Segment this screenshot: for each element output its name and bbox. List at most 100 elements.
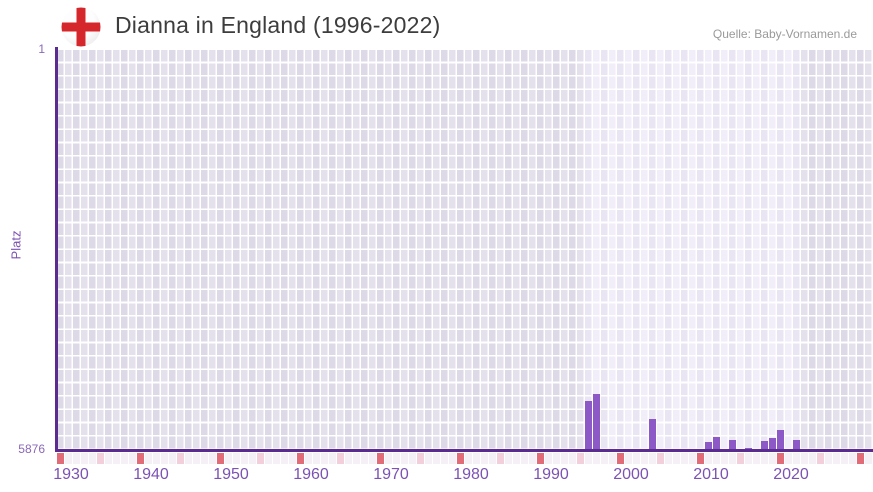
year-marker-1986 (505, 452, 512, 464)
y-axis-tick-top: 1 (38, 42, 45, 56)
rank-bar-2020[interactable] (777, 429, 784, 450)
rank-bar-1997[interactable] (593, 393, 600, 450)
year-marker-2001 (625, 452, 632, 464)
year-marker-1984 (489, 452, 496, 464)
year-marker-2006 (665, 452, 672, 464)
year-marker-1954 (249, 452, 256, 464)
rank-bar-2018[interactable] (761, 441, 768, 450)
x-tick-label-1930: 1930 (53, 466, 89, 483)
year-marker-1931 (65, 452, 72, 464)
year-marker-2016 (745, 452, 752, 464)
x-tick-label-1990: 1990 (533, 466, 569, 483)
year-marker-1957 (273, 452, 280, 464)
rank-bar-1996[interactable] (585, 400, 592, 450)
x-tick-label-1950: 1950 (213, 466, 249, 483)
year-marker-1940 (137, 452, 144, 464)
year-marker-2024 (809, 452, 816, 464)
rank-bar-2019[interactable] (769, 438, 776, 450)
year-marker-1934 (89, 452, 96, 464)
year-marker-2025 (817, 452, 824, 464)
year-marker-1976 (425, 452, 432, 464)
year-marker-1979 (449, 452, 456, 464)
year-marker-1999 (609, 452, 616, 464)
year-marker-2010 (697, 452, 704, 464)
year-marker-1943 (161, 452, 168, 464)
year-marker-1970 (377, 452, 384, 464)
year-marker-1991 (545, 452, 552, 464)
year-marker-1938 (121, 452, 128, 464)
year-marker-1932 (73, 452, 80, 464)
year-marker-2005 (657, 452, 664, 464)
bars-layer (57, 50, 873, 450)
year-marker-1961 (305, 452, 312, 464)
x-tick-label-1970: 1970 (373, 466, 409, 483)
rank-bar-2004[interactable] (649, 418, 656, 450)
page-title: Dianna in England (1996-2022) (115, 12, 441, 38)
year-marker-2028 (841, 452, 848, 464)
year-marker-2011 (705, 452, 712, 464)
year-marker-1989 (529, 452, 536, 464)
plot-area (57, 50, 873, 450)
year-marker-1972 (393, 452, 400, 464)
year-marker-1980 (457, 452, 464, 464)
year-marker-1939 (129, 452, 136, 464)
year-marker-1935 (97, 452, 104, 464)
year-marker-2015 (737, 452, 744, 464)
rank-bar-2011[interactable] (705, 442, 712, 450)
year-marker-1952 (233, 452, 240, 464)
x-tick-label-2020: 2020 (773, 466, 809, 483)
year-marker-2014 (729, 452, 736, 464)
year-marker-1948 (201, 452, 208, 464)
year-marker-2012 (713, 452, 720, 464)
year-marker-1964 (329, 452, 336, 464)
year-marker-2008 (681, 452, 688, 464)
year-marker-1956 (265, 452, 272, 464)
y-axis-tick-bottom: 5876 (18, 442, 45, 456)
year-marker-2022 (793, 452, 800, 464)
year-marker-2030 (857, 452, 864, 464)
year-marker-1949 (209, 452, 216, 464)
x-tick-label-2000: 2000 (613, 466, 649, 483)
year-marker-1930 (57, 452, 64, 464)
year-marker-2007 (673, 452, 680, 464)
year-marker-1981 (465, 452, 472, 464)
year-marker-1988 (521, 452, 528, 464)
x-axis-line (55, 449, 873, 452)
rank-bar-2022[interactable] (793, 440, 800, 450)
year-marker-1973 (401, 452, 408, 464)
year-marker-2021 (785, 452, 792, 464)
grid-lines (57, 50, 873, 450)
year-marker-1995 (577, 452, 584, 464)
year-marker-1944 (169, 452, 176, 464)
year-marker-strip (57, 452, 873, 465)
year-marker-1966 (345, 452, 352, 464)
year-marker-1969 (369, 452, 376, 464)
rank-bar-2014[interactable] (729, 439, 736, 450)
year-marker-1933 (81, 452, 88, 464)
year-marker-2003 (641, 452, 648, 464)
year-marker-1983 (481, 452, 488, 464)
rank-bar-2012[interactable] (713, 437, 720, 450)
year-marker-2026 (825, 452, 832, 464)
year-marker-1962 (313, 452, 320, 464)
year-marker-1950 (217, 452, 224, 464)
year-marker-1985 (497, 452, 504, 464)
year-marker-1994 (569, 452, 576, 464)
y-axis-line (55, 47, 58, 451)
year-marker-1967 (353, 452, 360, 464)
year-marker-2009 (689, 452, 696, 464)
year-marker-1968 (361, 452, 368, 464)
year-marker-2018 (761, 452, 768, 464)
year-marker-1955 (257, 452, 264, 464)
year-marker-1946 (185, 452, 192, 464)
year-marker-1941 (145, 452, 152, 464)
year-marker-1998 (601, 452, 608, 464)
year-marker-1960 (297, 452, 304, 464)
x-tick-label-1960: 1960 (293, 466, 329, 483)
year-marker-2023 (801, 452, 808, 464)
x-tick-label-1980: 1980 (453, 466, 489, 483)
year-marker-1996 (585, 452, 592, 464)
year-marker-1953 (241, 452, 248, 464)
year-marker-1990 (537, 452, 544, 464)
year-marker-1987 (513, 452, 520, 464)
